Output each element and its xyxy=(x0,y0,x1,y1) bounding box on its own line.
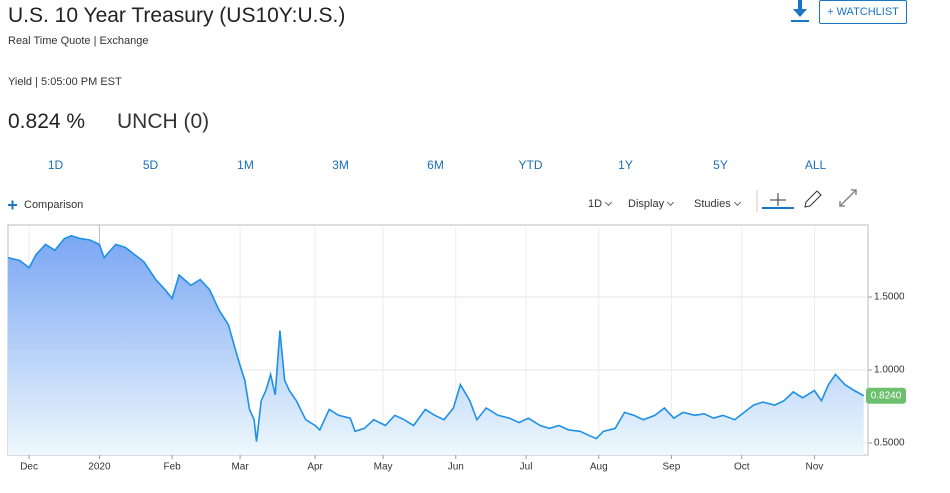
line xyxy=(7,234,865,442)
interval-label: 1D xyxy=(588,198,603,210)
subtitle: Real Time Quote | Exchange xyxy=(8,35,149,47)
y-tick-label: 0.5000 xyxy=(874,438,905,449)
x-tick-label: 2020 xyxy=(88,462,111,473)
x-tick-label: Oct xyxy=(734,462,750,473)
display-menu[interactable]: Display xyxy=(628,198,675,210)
x-tick-label: Jun xyxy=(448,462,464,473)
range-tab[interactable]: 6M xyxy=(427,158,444,172)
expand-icon[interactable] xyxy=(839,189,857,207)
x-tick-label: Aug xyxy=(590,462,608,473)
quote-label: Yield | 5:05:00 PM EST xyxy=(8,76,122,88)
x-tick-label: Jul xyxy=(520,462,533,473)
watchlist-button[interactable]: + WATCHLIST xyxy=(819,0,907,24)
display-label: Display xyxy=(628,198,665,210)
range-tab[interactable]: ALL xyxy=(804,158,827,172)
area xyxy=(8,235,864,455)
last-price-label: 0.8240 xyxy=(871,390,902,401)
y-tick-label: 1.0000 xyxy=(874,365,905,376)
range-tab[interactable]: 3M xyxy=(332,158,349,172)
x-tick-label: Feb xyxy=(163,462,181,473)
interval-menu[interactable]: 1D xyxy=(588,198,613,210)
y-tick-label: 1.5000 xyxy=(874,292,905,303)
draw-icon[interactable] xyxy=(804,190,822,208)
plus-icon[interactable] xyxy=(8,200,17,210)
x-tick-label: Mar xyxy=(231,462,249,473)
crosshair-icon[interactable] xyxy=(762,193,794,209)
last-price-badge xyxy=(866,387,906,404)
comparison-button[interactable]: Comparison xyxy=(24,199,84,211)
x-tick-label: May xyxy=(374,462,393,473)
download-icon[interactable] xyxy=(791,0,809,22)
range-tab[interactable]: 1Y xyxy=(618,158,633,172)
last-price: 0.824 % xyxy=(8,110,86,133)
range-tab[interactable]: 5D xyxy=(142,158,159,172)
range-tab[interactable]: 5Y xyxy=(713,158,728,172)
range-tab[interactable]: YTD xyxy=(518,158,543,172)
range-tab[interactable]: 1D xyxy=(47,158,64,172)
x-tick-label: Apr xyxy=(307,462,323,473)
title: U.S. 10 Year Treasury (US10Y:U.S.) xyxy=(8,4,346,27)
x-tick-label: Sep xyxy=(663,462,681,473)
x-tick-label: Nov xyxy=(806,462,824,473)
studies-menu[interactable]: Studies xyxy=(694,198,741,210)
price-change: UNCH (0) xyxy=(117,110,210,133)
range-tabs: 1D 5D 1M 3M 6M YTD 1Y 5Y ALL xyxy=(8,158,863,172)
x-tick-label: Dec xyxy=(20,462,38,473)
range-tab[interactable]: 1M xyxy=(237,158,254,172)
studies-label: Studies xyxy=(694,198,731,210)
